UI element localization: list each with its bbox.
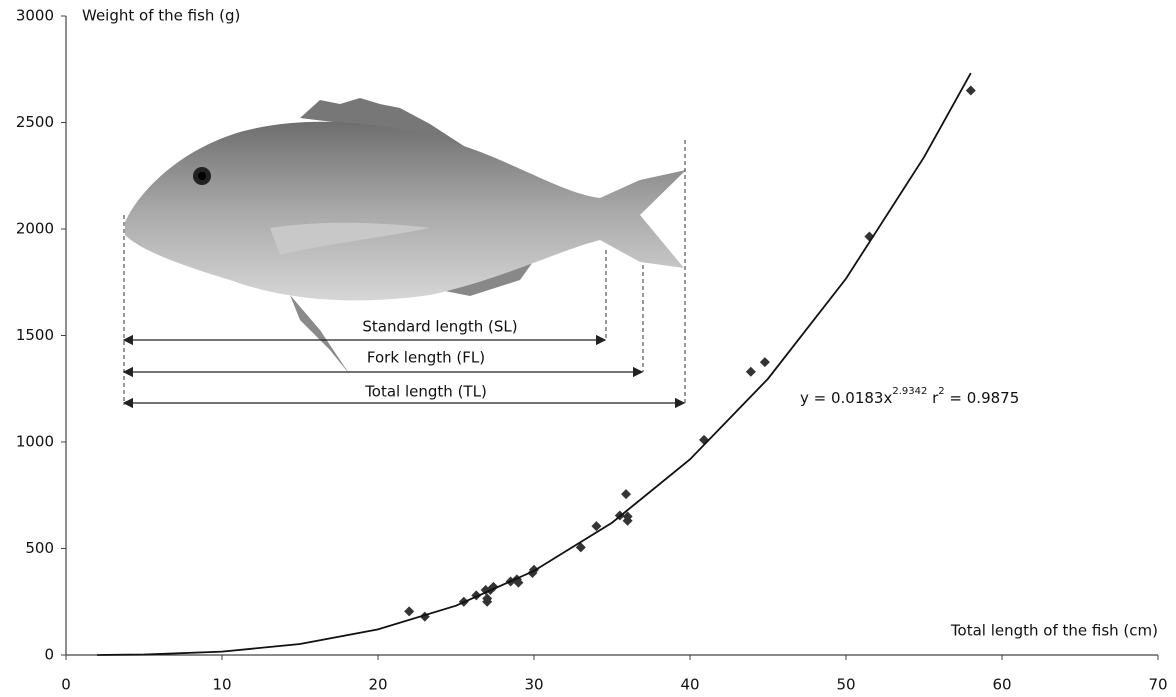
x-tick-label: 60 — [992, 676, 1011, 694]
equation-exponent: 2.9342 — [892, 386, 927, 397]
x-axis-label: Total length of the fish (cm) — [950, 622, 1158, 640]
y-tick-label: 500 — [25, 539, 54, 557]
y-tick-label: 2000 — [16, 220, 54, 238]
y-tick-label: 2500 — [16, 113, 54, 131]
fish-illustration: Standard length (SL) Fork length (FL) To… — [122, 98, 686, 409]
x-tick-label: 0 — [61, 676, 71, 694]
fit-curve — [97, 72, 972, 656]
data-point — [621, 489, 632, 500]
data-point — [482, 593, 493, 604]
equation: y = 0.0183x2.9342 r2 = 0.9875 — [800, 386, 1019, 407]
x-tick-label: 20 — [368, 676, 387, 694]
data-point — [622, 515, 633, 526]
data-point — [745, 366, 756, 377]
x-tick-label: 50 — [836, 676, 855, 694]
y-tick-label: 3000 — [16, 7, 54, 25]
y-tick-label: 0 — [44, 646, 54, 664]
data-point — [759, 357, 770, 368]
data-point — [575, 542, 586, 553]
r-exponent: 2 — [938, 386, 944, 397]
y-tick-label: 1000 — [16, 433, 54, 451]
y-tick-label: 1500 — [16, 326, 54, 344]
data-point — [513, 577, 524, 588]
x-tick-label: 40 — [680, 676, 699, 694]
r-value: = 0.9875 — [945, 389, 1020, 407]
fish-label: Standard length (SL) — [362, 318, 517, 336]
fish-label: Fork length (FL) — [367, 349, 485, 367]
x-tick-label: 70 — [1148, 676, 1167, 694]
equation-text: y = 0.0183x — [800, 389, 892, 407]
data-point — [965, 85, 976, 96]
x-tick-label: 30 — [524, 676, 543, 694]
y-axis-label: Weight of the fish (g) — [82, 7, 240, 25]
data-point — [404, 606, 415, 617]
data-point — [699, 434, 710, 445]
x-tick-label: 10 — [212, 676, 231, 694]
r-text: r — [927, 389, 939, 407]
fish-label: Total length (TL) — [364, 383, 487, 401]
data-point — [591, 521, 602, 532]
